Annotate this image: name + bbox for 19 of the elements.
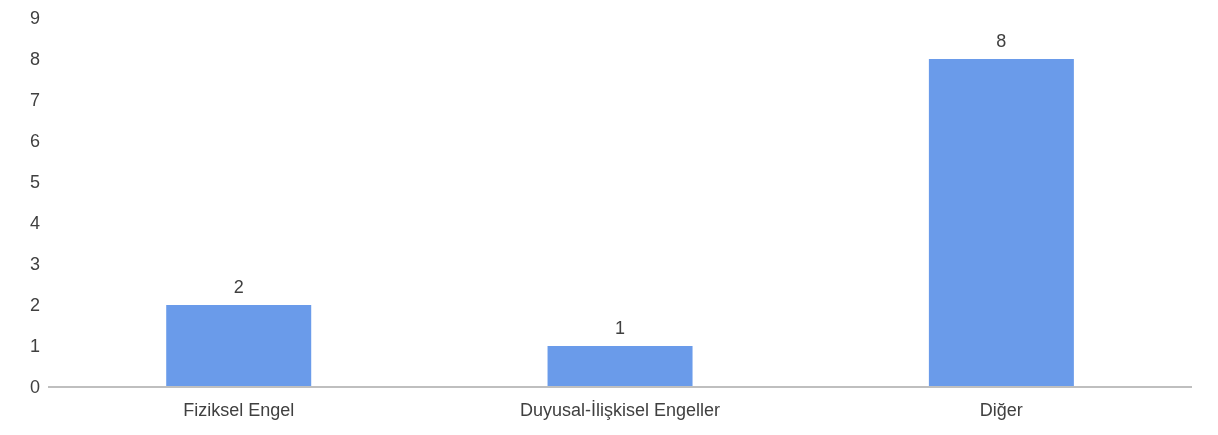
y-tick-label: 2 (30, 295, 41, 316)
data-label: 1 (615, 318, 626, 338)
bar (547, 346, 693, 387)
y-tick-label: 6 (30, 131, 41, 152)
y-tick-label: 3 (30, 254, 41, 275)
data-label: 2 (233, 277, 244, 297)
data-label: 8 (996, 31, 1007, 51)
y-tick-label: 9 (30, 8, 41, 29)
y-tick-label: 8 (30, 49, 41, 70)
y-tick-label: 7 (30, 90, 41, 111)
x-tick-label: Fiziksel Engel (183, 399, 295, 420)
bar (928, 59, 1074, 387)
y-tick-label: 4 (30, 213, 41, 234)
bar (166, 305, 312, 387)
x-tick-label: Duyusal-İlişkisel Engeller (519, 399, 721, 420)
y-tick-label: 0 (30, 377, 41, 398)
y-tick-label: 5 (30, 172, 41, 193)
x-tick-label: Diğer (979, 399, 1023, 420)
y-tick-label: 1 (30, 336, 41, 357)
